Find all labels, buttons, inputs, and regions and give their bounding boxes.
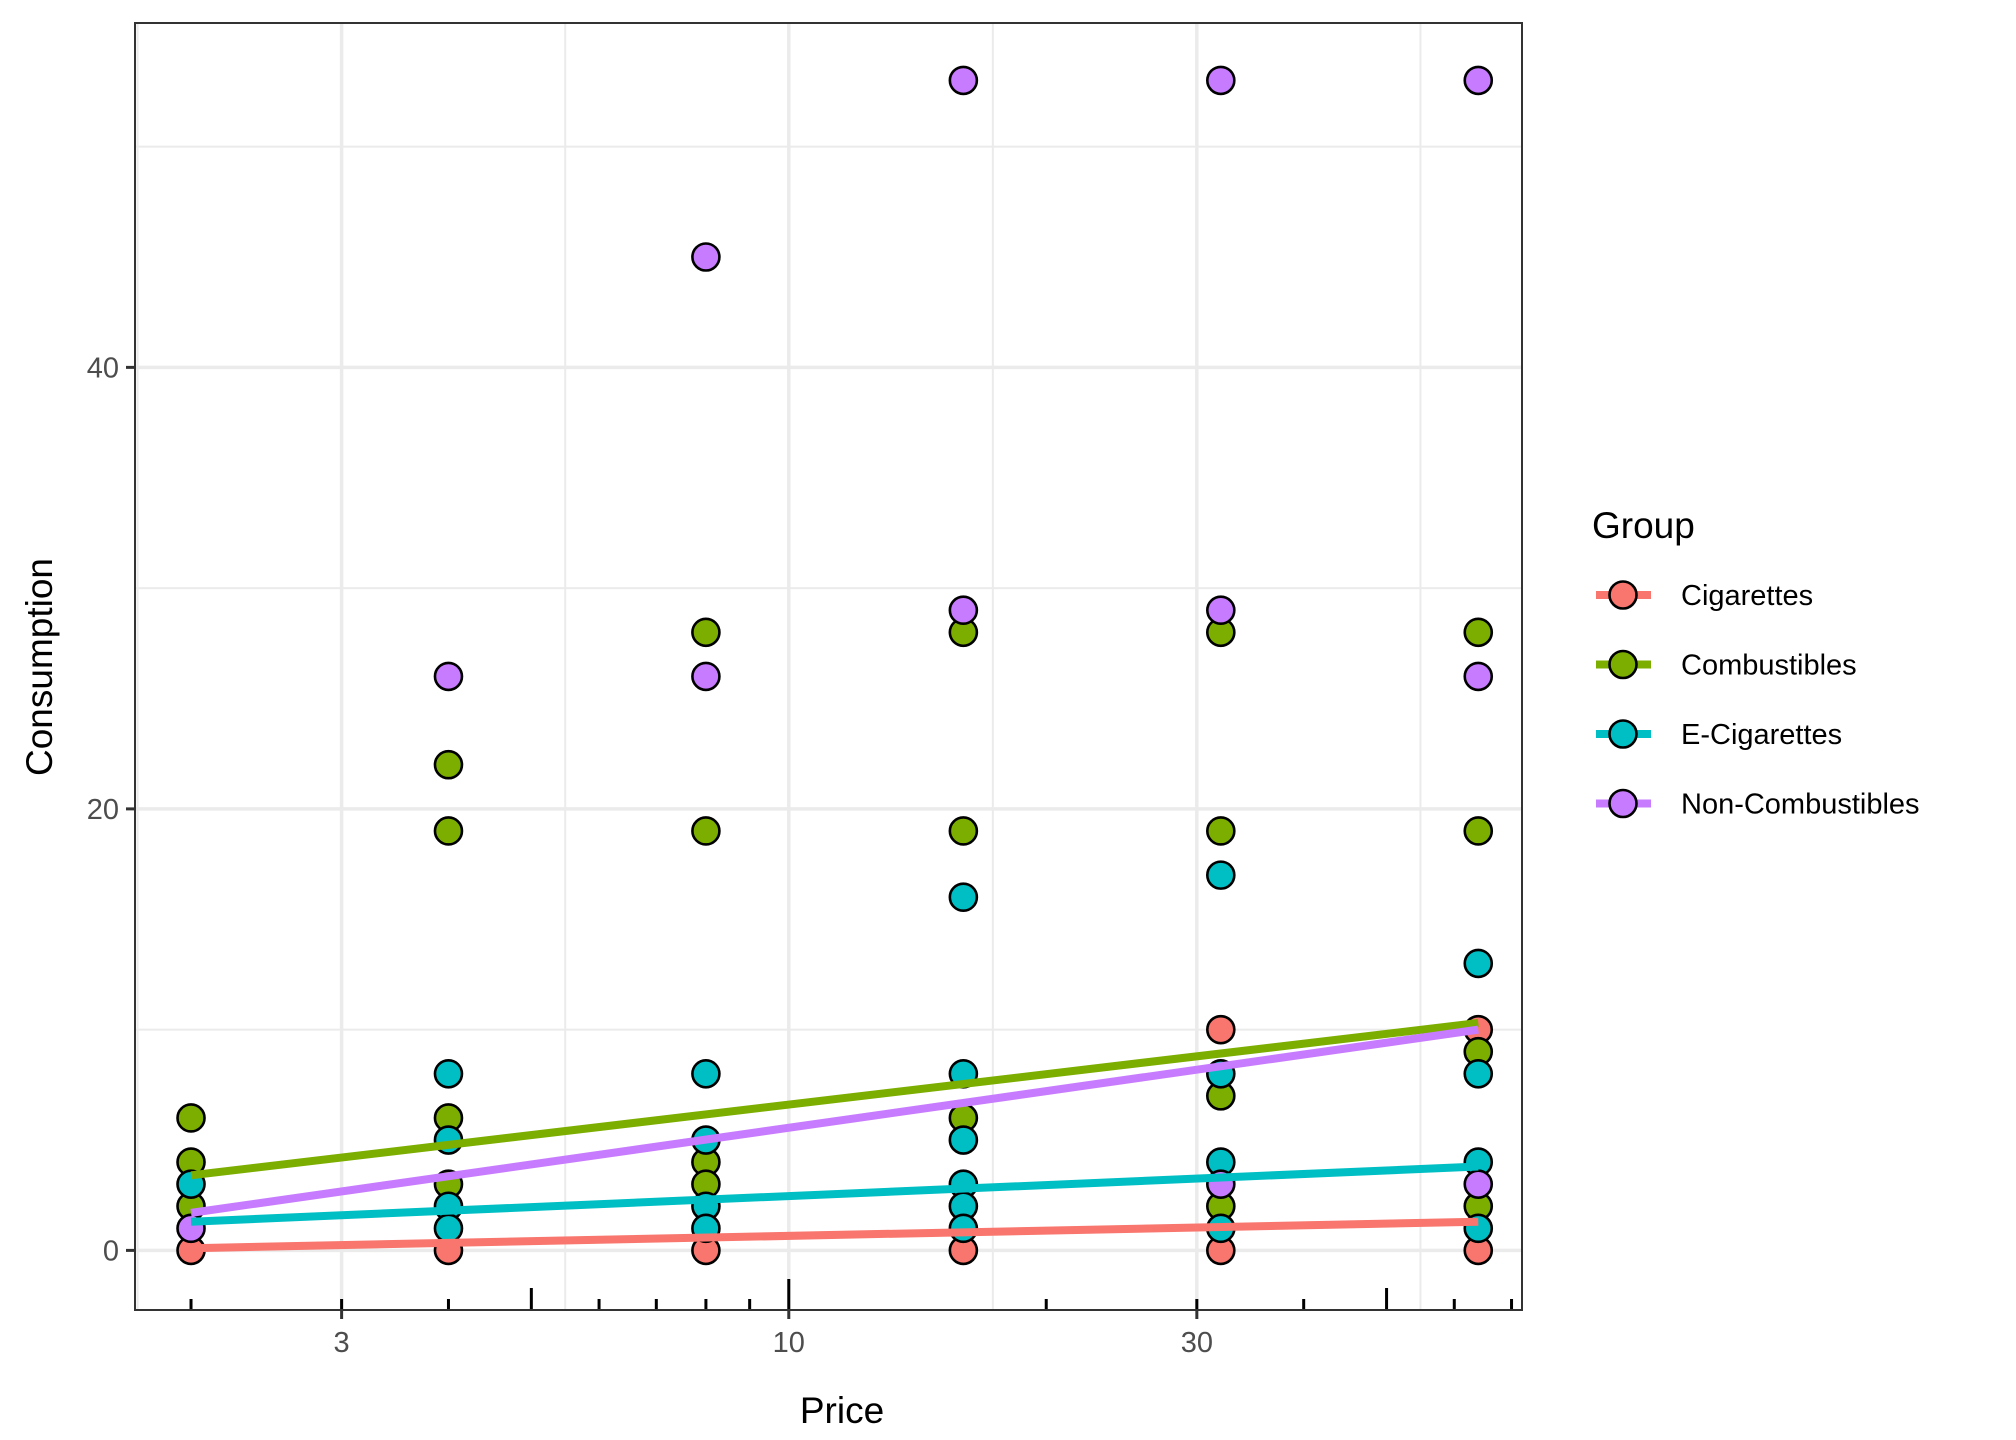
point-non-combustibles <box>1206 65 1236 96</box>
legend-label: Cigarettes <box>1681 580 1813 612</box>
point-non-combustibles <box>1206 595 1236 626</box>
y-tick-label: 20 <box>87 794 119 826</box>
point-e-cigarettes <box>433 1058 464 1089</box>
legend-key-point <box>1608 719 1638 749</box>
legend-label: Combustibles <box>1681 650 1857 682</box>
point-non-combustibles <box>1463 661 1494 692</box>
y-tick-label: 40 <box>87 352 119 384</box>
fit-line-non-combustibles <box>190 1025 1479 1217</box>
legend: Group Cigarettes Combustibles E-Cigarettes… <box>1592 505 1920 821</box>
legend-label: E-Cigarettes <box>1681 719 1842 751</box>
x-tick-label: 30 <box>1181 1327 1213 1359</box>
point-e-cigarettes <box>433 1213 464 1244</box>
point-non-combustibles <box>948 65 979 96</box>
log-ticks <box>189 1279 1514 1310</box>
point-non-combustibles <box>1463 1169 1494 1199</box>
axis-ticks <box>126 365 1199 1319</box>
legend-key-point <box>1608 788 1638 819</box>
point-non-combustibles <box>948 595 979 626</box>
legend-label: Non-Combustibles <box>1681 789 1920 821</box>
point-combustibles <box>948 816 979 846</box>
point-combustibles <box>176 1103 206 1133</box>
legend-item: E-Cigarettes <box>1596 719 1842 751</box>
fit-line-cigarettes <box>190 1217 1479 1253</box>
legend-title: Group <box>1592 505 1695 546</box>
point-non-combustibles <box>691 242 721 272</box>
point-e-cigarettes <box>1463 948 1494 979</box>
data-points <box>176 65 1494 1266</box>
point-e-cigarettes <box>1206 860 1236 890</box>
point-e-cigarettes <box>691 1058 721 1089</box>
y-tick-labels: 0 20 40 <box>87 352 119 1267</box>
x-tick-labels: 3 10 30 <box>334 1327 1213 1359</box>
gridlines <box>135 23 1522 1310</box>
y-tick-label: 0 <box>103 1235 119 1267</box>
point-combustibles <box>1206 816 1236 846</box>
fit-lines <box>190 1019 1479 1253</box>
legend-key-point <box>1608 580 1638 610</box>
x-tick-label: 10 <box>773 1327 805 1359</box>
point-cigarettes <box>1206 1014 1236 1045</box>
point-combustibles <box>691 816 721 846</box>
x-tick-label: 3 <box>334 1327 350 1359</box>
point-e-cigarettes <box>1463 1058 1494 1089</box>
point-non-combustibles <box>691 661 721 692</box>
fit-line-e-cigarettes <box>190 1162 1479 1226</box>
point-combustibles <box>433 816 464 846</box>
panel-border <box>134 22 1523 1311</box>
legend-item: Cigarettes <box>1596 580 1813 612</box>
x-axis-title: Price <box>800 1390 884 1431</box>
point-combustibles <box>433 749 464 780</box>
point-non-combustibles <box>433 661 464 692</box>
fit-line-combustibles <box>190 1019 1479 1180</box>
point-combustibles <box>1463 617 1494 648</box>
legend-item: Combustibles <box>1596 650 1857 682</box>
y-axis-title: Consumption <box>19 558 60 776</box>
legend-key-point <box>1608 649 1638 680</box>
point-combustibles <box>1463 816 1494 846</box>
point-e-cigarettes <box>948 882 979 912</box>
point-non-combustibles <box>1463 65 1494 96</box>
point-combustibles <box>691 617 721 648</box>
point-e-cigarettes <box>948 1125 979 1155</box>
legend-item: Non-Combustibles <box>1596 789 1920 821</box>
